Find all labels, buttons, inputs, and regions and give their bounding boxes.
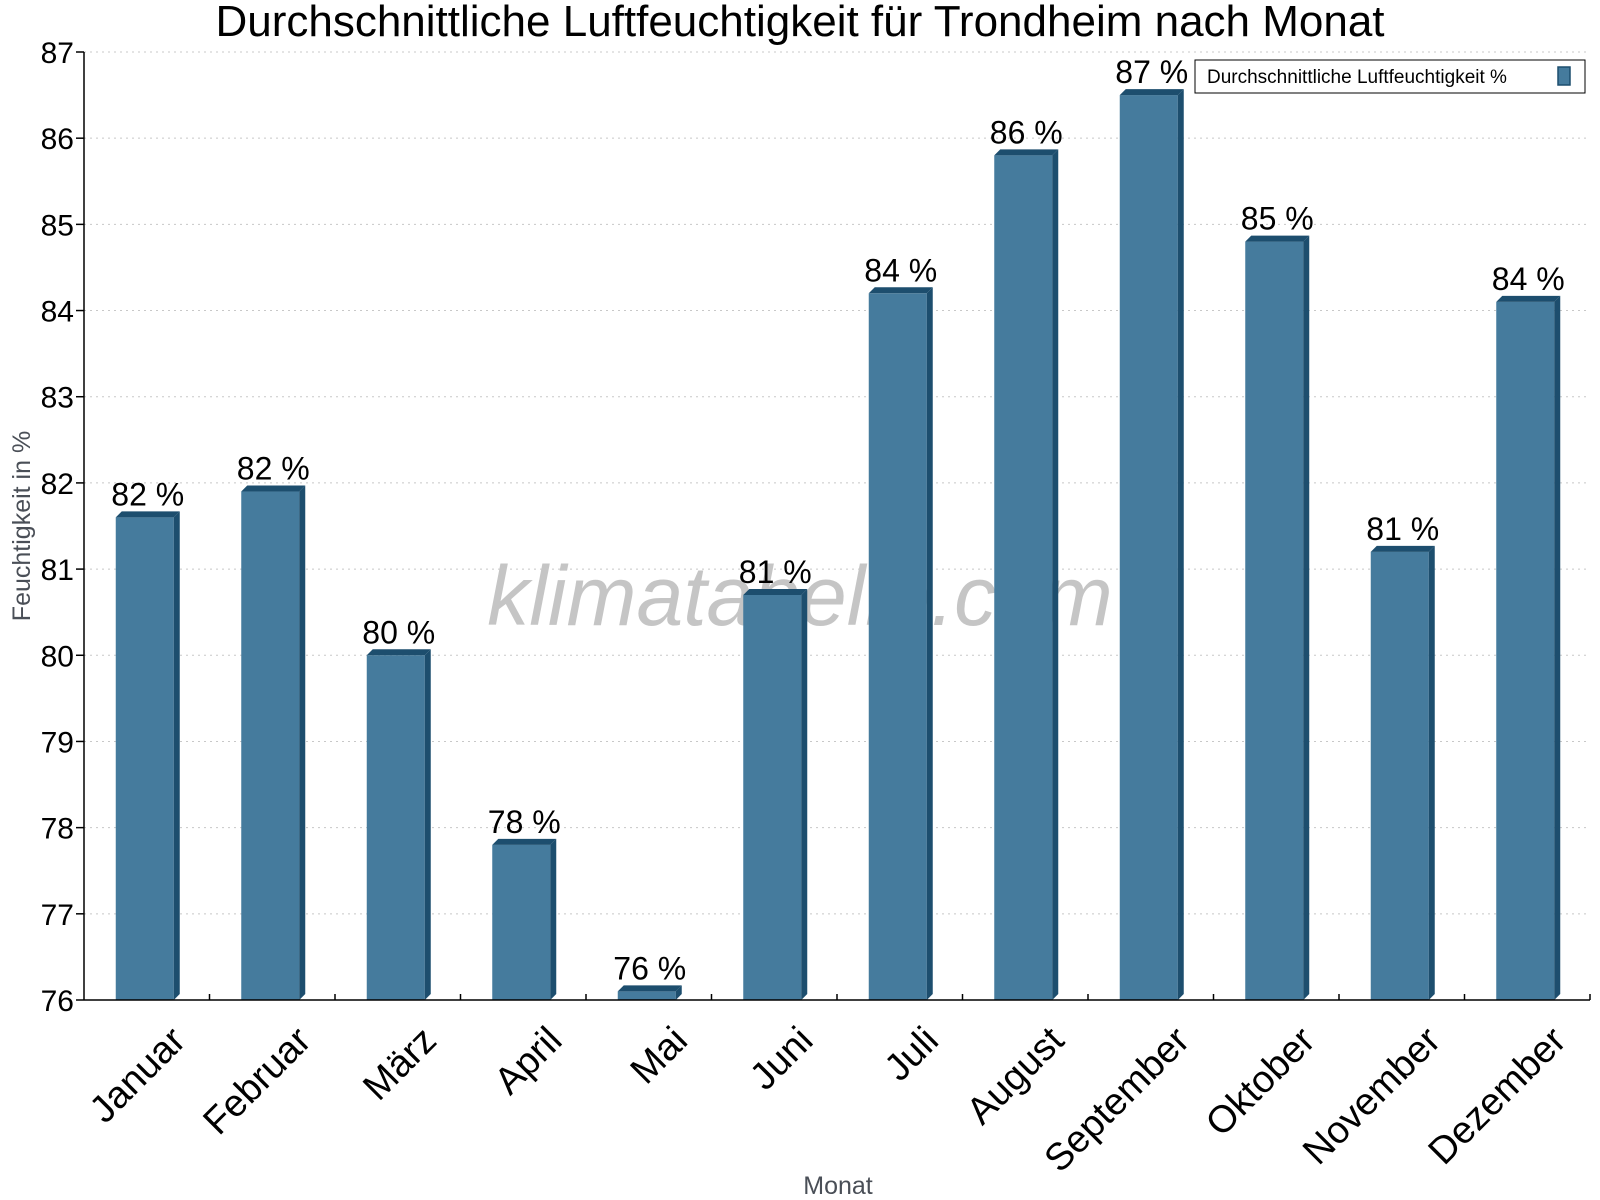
bar-side [926, 287, 933, 1000]
bar-märz [366, 649, 431, 1000]
y-axis-title: Feuchtigkeit in % [8, 431, 36, 621]
bar-side [424, 649, 431, 1000]
y-tick-label: 81 [41, 554, 74, 587]
bar-front [241, 491, 300, 1000]
y-tick-label: 87 [41, 37, 74, 70]
x-tick-label: März [355, 1019, 444, 1108]
bar-side [1428, 545, 1435, 1000]
data-label: 85 % [1241, 201, 1314, 237]
bar-side [1554, 295, 1561, 1001]
legend-box [1194, 59, 1586, 94]
y-tick-label: 79 [41, 726, 74, 759]
bar-front [617, 991, 676, 1000]
x-tick-label: August [959, 1019, 1073, 1133]
legend: Durchschnittliche Luftfeuchtigkeit % [1194, 59, 1586, 94]
x-axis-title: Monat [803, 1172, 873, 1200]
bar-oktober [1245, 235, 1310, 1001]
data-label: 84 % [864, 252, 937, 288]
x-tick-label: Juni [742, 1019, 821, 1098]
bar-mai [617, 985, 682, 1000]
bar-juni [743, 588, 808, 1000]
data-label: 86 % [990, 114, 1063, 150]
y-tick-label: 86 [41, 123, 74, 156]
y-tick-label: 78 [41, 813, 74, 846]
bar-side [173, 511, 180, 1000]
bar-side [1303, 235, 1310, 1001]
data-label: 82 % [237, 451, 310, 487]
bars [115, 89, 1561, 1001]
bar-top [1119, 89, 1184, 96]
bar-front [1370, 551, 1429, 1000]
axes [83, 52, 1590, 1001]
y-tick-label: 85 [41, 209, 74, 242]
x-tick-label: Mai [623, 1019, 696, 1092]
bar-top [743, 588, 808, 595]
bar-top [366, 649, 431, 656]
bar-august [994, 149, 1059, 1000]
bar-front [1119, 95, 1178, 1000]
bar-top [868, 287, 933, 294]
chart-title: Durchschnittliche Luftfeuchtigkeit für T… [215, 0, 1384, 46]
bar-september [1119, 89, 1184, 1000]
bar-front [366, 655, 425, 1000]
bar-top [492, 838, 557, 845]
data-label: 81 % [739, 554, 812, 590]
data-label: 84 % [1492, 261, 1565, 297]
bar-side [1052, 149, 1059, 1000]
y-tick-label: 80 [41, 640, 74, 673]
data-label: 78 % [488, 804, 561, 840]
bar-side [675, 985, 682, 1000]
bar-top [241, 485, 306, 492]
bar-top [1245, 235, 1310, 242]
bar-top [115, 511, 180, 518]
bar-front [115, 517, 174, 1000]
y-tick-label: 76 [41, 985, 74, 1018]
bar-top [617, 985, 682, 992]
bar-top [1496, 295, 1561, 302]
bar-front [994, 155, 1053, 1000]
data-label: 87 % [1115, 54, 1188, 90]
x-tick-label: Dezember [1421, 1019, 1575, 1173]
x-axis-ticks: Januar Februar März April Mai Juni Juli AugustS… [82, 994, 1591, 1180]
bar-top [994, 149, 1059, 156]
gridlines [84, 51, 1590, 915]
y-tick-label: 84 [41, 296, 74, 329]
bar-front [1245, 241, 1304, 1001]
x-tick-label: Juli [877, 1019, 947, 1089]
bar-dezember [1496, 295, 1561, 1001]
legend-swatch [1557, 66, 1571, 86]
bar-side [299, 485, 306, 1000]
bar-front [1496, 301, 1555, 1001]
bar-januar [115, 511, 180, 1000]
bar-november [1370, 545, 1435, 1000]
y-tick-label: 82 [41, 468, 74, 501]
bar-side [801, 588, 808, 1000]
x-tick-label: Februar [195, 1019, 319, 1143]
bar-juli [868, 287, 933, 1000]
y-tick-label: 77 [41, 899, 74, 932]
y-tick-label: 83 [41, 382, 74, 415]
bar-top [1370, 545, 1435, 552]
bar-front [743, 594, 802, 1000]
x-tick-label: April [487, 1019, 570, 1102]
bar-front [492, 844, 551, 1000]
bar-april [492, 838, 557, 1000]
data-label: 76 % [613, 950, 686, 986]
x-tick-label: Januar [82, 1019, 194, 1131]
data-label: 80 % [362, 614, 435, 650]
bar-side [1177, 89, 1184, 1000]
x-tick-label: Oktober [1198, 1019, 1324, 1145]
legend-label: Durchschnittliche Luftfeuchtigkeit % [1207, 67, 1507, 88]
bar-front [868, 293, 927, 1000]
data-labels: 82 % 82 % 80 % 78 % 76 % 81 % 84 % 86 % 87 % 85 %… [111, 54, 1564, 986]
y-axis-ticks: 76 77 78 79 80 81 82 83 84 85 86 87 [41, 37, 84, 1018]
bar-side [550, 838, 557, 1000]
data-label: 81 % [1366, 511, 1439, 547]
bar-februar [241, 485, 306, 1000]
data-label: 82 % [111, 476, 184, 512]
